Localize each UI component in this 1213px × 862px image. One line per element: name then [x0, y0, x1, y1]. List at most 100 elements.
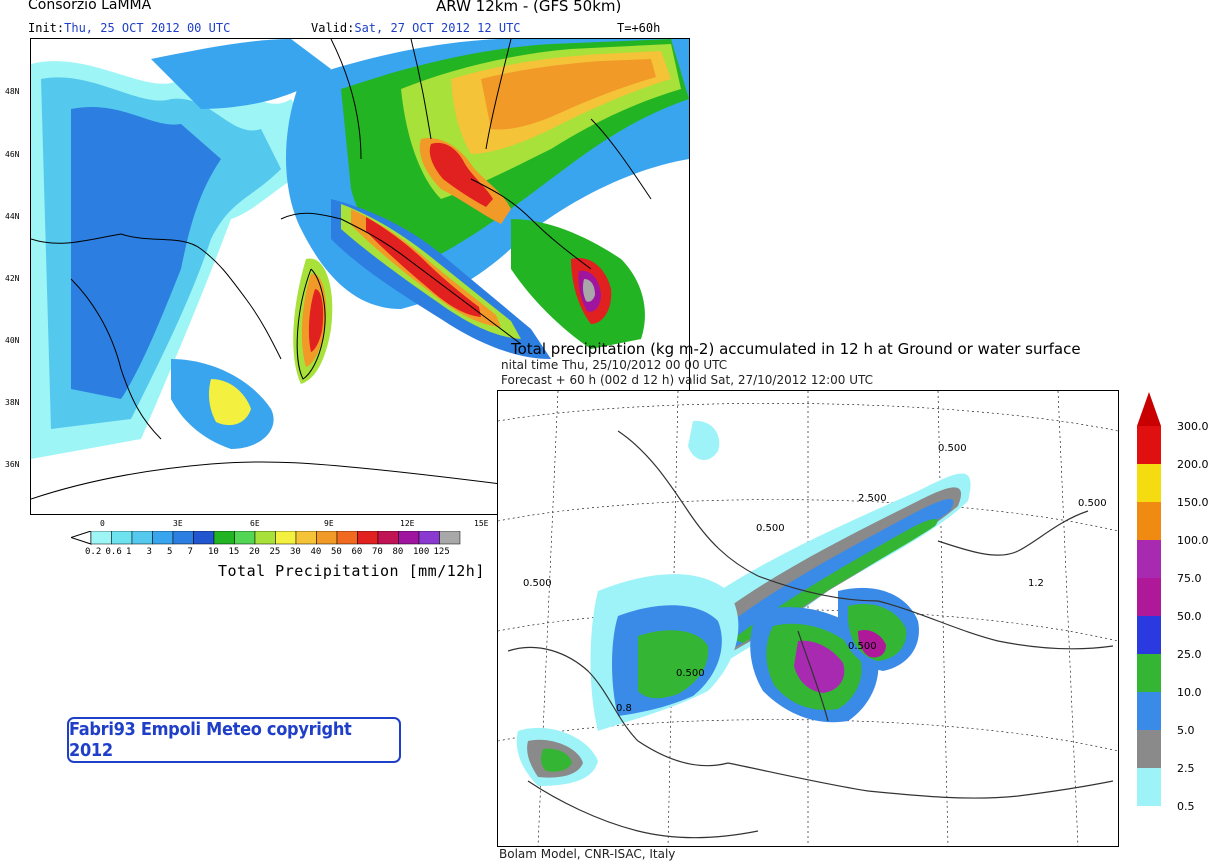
colorbar-swatch [1137, 692, 1161, 730]
lon-label: 9E [324, 519, 334, 528]
colorbar-value: 7 [187, 547, 193, 557]
colorbar-swatch [1137, 616, 1161, 654]
copyright-text: Fabri93 Empoli Meteo copyright 2012 [69, 719, 352, 761]
lat-label: 46N [5, 150, 20, 159]
lon-label: 15E [474, 519, 489, 528]
colorbar-swatch [1137, 654, 1161, 692]
colorbar-swatch [1137, 464, 1161, 502]
init-label: Init: [28, 21, 65, 35]
colorbar-value: 80 [392, 547, 404, 557]
lamma-colorbar [71, 531, 461, 545]
forecast-info: Forecast + 60 h (002 d 12 h) valid Sat, … [501, 373, 874, 387]
colorbar-value: 10.0 [1177, 686, 1202, 699]
colorbar-swatch [275, 531, 297, 545]
lon-label: 3E [173, 519, 183, 528]
init-value: Thu, 25 OCT 2012 00 UTC [64, 21, 231, 35]
colorbar-swatch [1137, 540, 1161, 578]
colorbar-swatch [254, 531, 276, 545]
colorbar-value: 50.0 [1177, 610, 1202, 623]
lon-label: 0 [100, 519, 105, 528]
colorbar-swatch [336, 531, 358, 545]
lamma-title: Consorzio LaMMA [28, 0, 152, 13]
colorbar-value: 5 [167, 547, 173, 557]
colorbar-swatch [398, 531, 420, 545]
contour-label: 0.500 [676, 668, 705, 679]
colorbar-value: 300.0 [1177, 420, 1209, 433]
colorbar-swatch [1137, 426, 1161, 464]
lat-label: 48N [5, 87, 20, 96]
colorbar-swatch [152, 531, 174, 545]
lat-label: 40N [5, 336, 20, 345]
colorbar-value: 60 [351, 547, 363, 557]
colorbar-under-arrow [71, 531, 92, 545]
colorbar-over-arrow [1137, 392, 1161, 426]
colorbar-value: 100.0 [1177, 534, 1209, 547]
contour-label: 0.8 [616, 703, 632, 714]
lamma-forecast-panel: Consorzio LaMMA ARW 12km - (GFS 50km) In… [0, 0, 700, 590]
bolam-title: Total precipitation (kg m-2) accumulated… [511, 340, 1081, 358]
colorbar-value: 5.0 [1177, 724, 1195, 737]
colorbar-value: 150.0 [1177, 496, 1209, 509]
colorbar-value: 20 [249, 547, 260, 557]
colorbar-value: 200.0 [1177, 458, 1209, 471]
colorbar-swatch [1137, 730, 1161, 768]
bolam-precipitation-map: 0.500 2.500 0.500 0.500 0.500 0.500 0.50… [497, 390, 1119, 847]
colorbar-swatch [1137, 768, 1161, 806]
contour-label: 0.500 [523, 578, 552, 589]
colorbar-value: 70 [372, 547, 383, 557]
colorbar-title: Total Precipitation [mm/12h] [218, 562, 485, 580]
lon-label: 6E [250, 519, 260, 528]
colorbar-value: 0.5 [1177, 800, 1195, 813]
lat-label: 38N [5, 398, 20, 407]
bolam-map-graphic: 0.500 2.500 0.500 0.500 0.500 0.500 0.50… [498, 391, 1118, 846]
colorbar-swatch [1137, 578, 1161, 616]
init-time: Init:Thu, 25 OCT 2012 00 UTC [28, 21, 230, 35]
colorbar-swatch [90, 531, 112, 545]
colorbar-swatch [213, 531, 235, 545]
lon-label: 12E [400, 519, 415, 528]
contour-label: 0.500 [756, 523, 785, 534]
colorbar-value: 2.5 [1177, 762, 1195, 775]
colorbar-swatch [1137, 502, 1161, 540]
contour-label: 1.2 [1028, 578, 1044, 589]
colorbar-value: 25 [269, 547, 281, 557]
contour-label: 0.500 [938, 443, 967, 454]
colorbar-value: 25.0 [1177, 648, 1202, 661]
copyright-banner: Fabri93 Empoli Meteo copyright 2012 [67, 717, 401, 763]
model-title: ARW 12km - (GFS 50km) [436, 0, 622, 15]
lamma-precipitation-map [30, 38, 690, 515]
colorbar-value: 30 [290, 547, 301, 557]
colorbar-swatch [357, 531, 379, 545]
colorbar-value: 40 [310, 547, 322, 557]
lat-label: 36N [5, 460, 20, 469]
colorbar-value: 3 [146, 547, 152, 557]
colorbar-swatch [316, 531, 338, 545]
colorbar-value: 75.0 [1177, 572, 1202, 585]
bolam-colorbar [1137, 392, 1161, 806]
colorbar-swatch [131, 531, 153, 545]
colorbar-value: 50 [331, 547, 342, 557]
valid-value: Sat, 27 OCT 2012 12 UTC [354, 21, 521, 35]
colorbar-value: 15 [228, 547, 240, 557]
colorbar-swatch [439, 531, 461, 545]
lamma-map-graphic [31, 39, 689, 514]
lead-time: T=+60h [617, 21, 661, 35]
colorbar-value: 1 [126, 547, 132, 557]
colorbar-swatch [111, 531, 133, 545]
colorbar-swatch [234, 531, 256, 545]
colorbar-value: 125 [433, 547, 450, 557]
contour-label: 0.500 [848, 641, 877, 652]
lat-label: 44N [5, 212, 20, 221]
colorbar-swatch [377, 531, 399, 545]
contour-label: 0.500 [1078, 498, 1107, 509]
colorbar-swatch [295, 531, 317, 545]
colorbar-value: 100 [413, 547, 430, 557]
colorbar-value: 10 [208, 547, 219, 557]
colorbar-swatch [193, 531, 215, 545]
bolam-credit: Bolam Model, CNR-ISAC, Italy [499, 847, 676, 861]
initial-time: nital time Thu, 25/10/2012 00 00 UTC [501, 358, 728, 372]
valid-time: Valid:Sat, 27 OCT 2012 12 UTC [311, 21, 521, 35]
colorbar-value: 0.6 [105, 547, 122, 557]
bolam-forecast-panel: Total precipitation (kg m-2) accumulated… [497, 338, 1213, 862]
colorbar-value: 0.2 [85, 547, 102, 557]
